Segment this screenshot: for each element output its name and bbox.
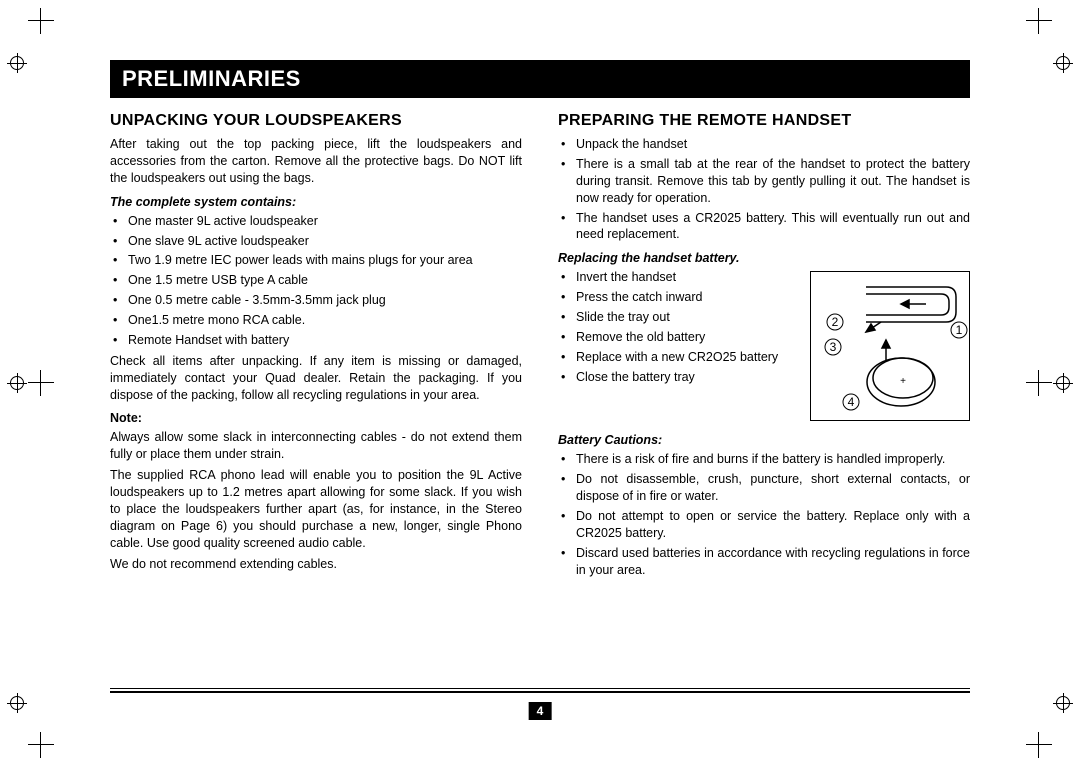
left-heading: UNPACKING YOUR LOUDSPEAKERS <box>110 112 522 130</box>
contains-heading: The complete system contains: <box>110 195 522 209</box>
contains-list: One master 9L active loudspeaker One sla… <box>110 213 522 349</box>
footer-rule <box>110 688 970 692</box>
list-item: Do not disassemble, crush, puncture, sho… <box>558 471 970 505</box>
left-column: UNPACKING YOUR LOUDSPEAKERS After taking… <box>110 106 522 581</box>
crop-mark <box>28 8 54 34</box>
registration-mark <box>1056 376 1070 390</box>
list-item: One slave 9L active loudspeaker <box>110 233 522 250</box>
list-item: Close the battery tray <box>558 369 970 386</box>
intro-text: After taking out the top packing piece, … <box>110 136 522 187</box>
crop-mark <box>1026 8 1052 34</box>
right-heading: PREPARING THE REMOTE HANDSET <box>558 112 970 130</box>
right-column: PREPARING THE REMOTE HANDSET Unpack the … <box>558 106 970 581</box>
list-item: One master 9L active loudspeaker <box>110 213 522 230</box>
replace-heading: Replacing the handset battery. <box>558 251 970 265</box>
section-header: PRELIMINARIES <box>110 60 970 98</box>
crop-mark <box>28 370 54 396</box>
list-item: One 0.5 metre cable - 3.5mm-3.5mm jack p… <box>110 292 522 309</box>
note-text: Always allow some slack in interconnecti… <box>110 429 522 463</box>
caution-list: There is a risk of fire and burns if the… <box>558 451 970 578</box>
prep-list: Unpack the handset There is a small tab … <box>558 136 970 243</box>
caution-heading: Battery Cautions: <box>558 433 970 447</box>
list-item: Remote Handset with battery <box>110 332 522 349</box>
list-item: One1.5 metre mono RCA cable. <box>110 312 522 329</box>
note-text: The supplied RCA phono lead will enable … <box>110 467 522 551</box>
registration-mark <box>1056 696 1070 710</box>
list-item: Discard used batteries in accordance wit… <box>558 545 970 579</box>
list-item: Invert the handset <box>558 269 970 286</box>
list-item: Remove the old battery <box>558 329 970 346</box>
crop-mark <box>1026 732 1052 758</box>
crop-mark <box>1026 370 1052 396</box>
check-text: Check all items after unpacking. If any … <box>110 353 522 404</box>
registration-mark <box>10 696 24 710</box>
svg-text:4: 4 <box>848 395 855 409</box>
registration-mark <box>10 376 24 390</box>
list-item: Two 1.9 metre IEC power leads with mains… <box>110 252 522 269</box>
page-number: 4 <box>529 702 552 720</box>
list-item: Do not attempt to open or service the ba… <box>558 508 970 542</box>
list-item: Replace with a new CR2O25 battery <box>558 349 970 366</box>
page-content: PRELIMINARIES UNPACKING YOUR LOUDSPEAKER… <box>110 60 970 726</box>
note-text: We do not recommend extending cables. <box>110 556 522 573</box>
registration-mark <box>10 56 24 70</box>
list-item: Unpack the handset <box>558 136 970 153</box>
crop-mark <box>28 732 54 758</box>
list-item: The handset uses a CR2025 battery. This … <box>558 210 970 244</box>
list-item: There is a risk of fire and burns if the… <box>558 451 970 468</box>
registration-mark <box>1056 56 1070 70</box>
list-item: There is a small tab at the rear of the … <box>558 156 970 207</box>
list-item: One 1.5 metre USB type A cable <box>110 272 522 289</box>
list-item: Press the catch inward <box>558 289 970 306</box>
list-item: Slide the tray out <box>558 309 970 326</box>
note-label: Note: <box>110 411 522 425</box>
